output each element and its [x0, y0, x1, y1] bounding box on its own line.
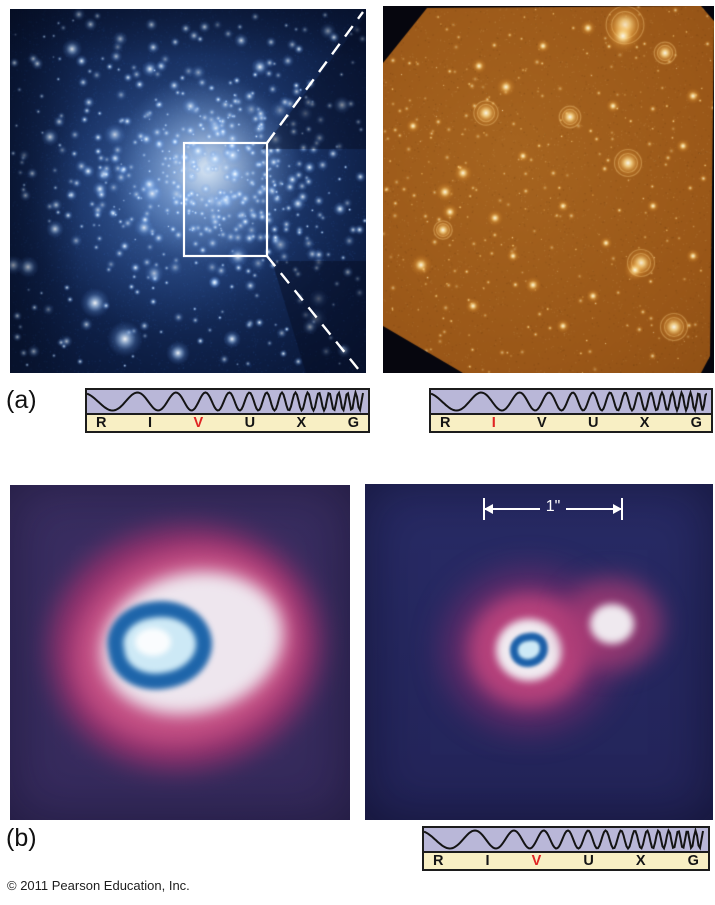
- chirp-wave-icon: [431, 390, 708, 413]
- spectrum-letter-R: R: [96, 414, 107, 431]
- spectrum-letter-R: R: [440, 414, 451, 431]
- wavelength-wave-band: [431, 390, 711, 413]
- panel-b-left-photo: [10, 485, 350, 820]
- panel-a-label: (a): [6, 386, 37, 414]
- zoom-annotation-overlay: [182, 11, 364, 371]
- spectrum-letter-G: G: [687, 852, 699, 869]
- spectrum-letter-X: X: [635, 852, 646, 869]
- spectrum-letter-U: U: [244, 414, 256, 431]
- star-cluster-canvas: [10, 9, 366, 373]
- spectrum-letter-I: I: [485, 852, 490, 869]
- chirp-wave-icon: [87, 390, 364, 413]
- scale-bar: 1": [483, 498, 624, 520]
- spectrum-letter-U: U: [587, 414, 599, 431]
- spectrum-letter-G: G: [347, 414, 359, 431]
- spectrum-letter-V-highlighted: V: [531, 852, 542, 869]
- scale-bar-label: 1": [545, 498, 561, 515]
- spectrum-letter-X: X: [639, 414, 650, 431]
- chirp-wave-icon: [424, 828, 704, 851]
- scale-bar-right-tick: [621, 498, 624, 520]
- spectrum-letter-R: R: [433, 852, 444, 869]
- panel-b-right-photo: 1": [365, 484, 713, 820]
- panel-b-label: (b): [6, 824, 37, 852]
- spectrum-letter-I: I: [147, 414, 152, 431]
- spectrum-letter-I-highlighted: I: [491, 414, 496, 431]
- spectrum-letter-G: G: [690, 414, 702, 431]
- wavelength-wave-band: [424, 828, 708, 851]
- panel-a-infrared-photo: [383, 6, 714, 373]
- spectrum-letter-V-highlighted: V: [193, 414, 204, 431]
- spectrum-letter-U: U: [583, 852, 594, 869]
- zoom-connector-top-line: [266, 11, 364, 144]
- copyright-text: © 2011 Pearson Education, Inc.: [7, 878, 190, 893]
- blob-core-highlight: [135, 628, 171, 656]
- wavelength-wave-band: [87, 390, 368, 413]
- scale-bar-right-arrow: [566, 504, 622, 514]
- spectrum-letter-X: X: [296, 414, 307, 431]
- inset-rectangle: [182, 141, 269, 258]
- panel-a-visible-light-photo: [10, 9, 366, 373]
- spectrum-letter-V: V: [537, 414, 547, 431]
- right-source-white-core: [590, 604, 634, 644]
- infrared-starfield-canvas: [383, 6, 714, 373]
- scale-bar-left-tick: [483, 498, 485, 520]
- zoom-connector-bottom-line: [266, 255, 360, 371]
- scale-bar-left-arrow: [484, 504, 540, 514]
